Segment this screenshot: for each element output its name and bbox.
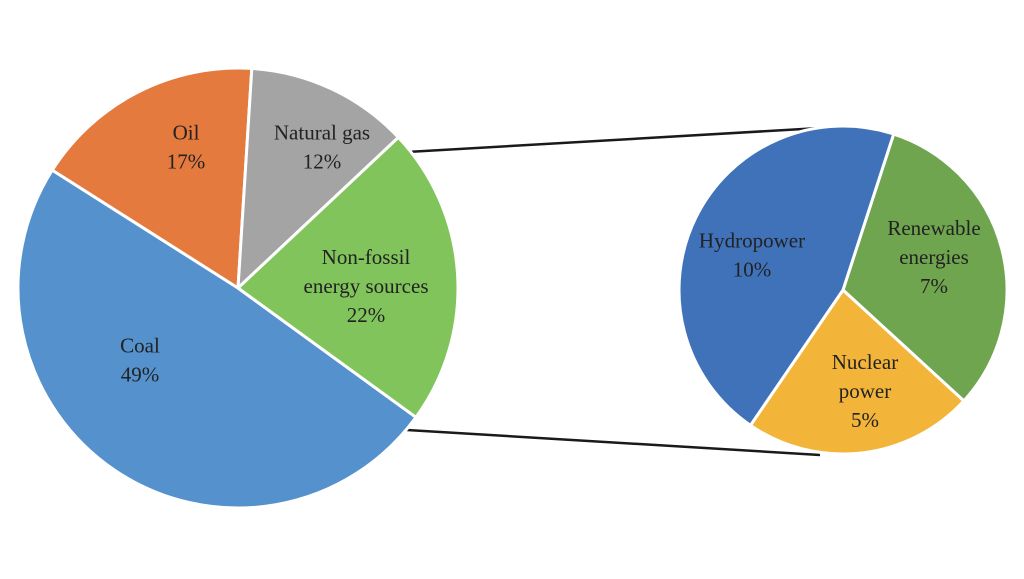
pie-slice-coal [16, 168, 418, 510]
connector-line-bottom [406, 428, 821, 457]
data-label-oil: Oil 17% [167, 121, 206, 174]
pie-slice-natural-gas [236, 66, 400, 290]
data-label-coal: Coal 49% [120, 334, 160, 387]
pie-slice-nuclear-power [748, 288, 966, 456]
data-label-natural-gas: Natural gas 12% [274, 121, 370, 174]
data-label-renewable-energies: Renewable energies 7% [887, 216, 980, 298]
main-pie: Coal 49% Oil 17% Natural gas 12% Non-fossil ene… [16, 66, 460, 510]
pie-slice-oil [50, 66, 254, 290]
data-label-nuclear-power: Nuclear power 5% [832, 350, 898, 432]
data-label-non-fossil-energy-sources: Non-fossil energy sources 22% [304, 245, 429, 327]
connector-line-top [406, 126, 821, 154]
pie-slice-renewable-energies [841, 132, 1009, 403]
pie-slice-non-fossil-energy-sources [236, 135, 460, 419]
pie-slice-hydropower [677, 124, 896, 427]
secondary-pie: Renewable energies 7% Nuclear power 5% Hydropo… [677, 124, 1009, 456]
data-label-hydropower: Hydropower 10% [699, 229, 805, 282]
